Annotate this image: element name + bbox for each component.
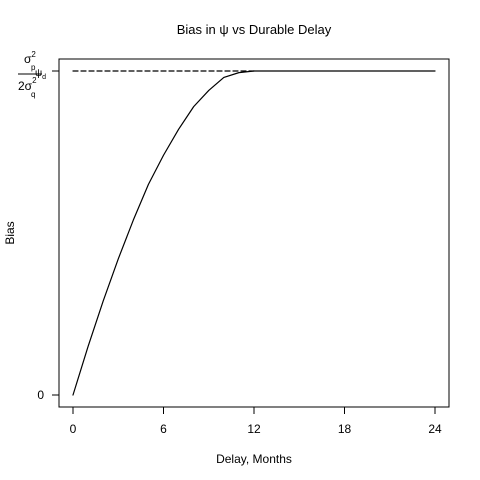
svg-text:2σ2: 2σ2 — [18, 76, 37, 93]
x-tick-label: 18 — [338, 422, 352, 436]
asymptote-tick-label: σ2 p 2σ2 q ψd — [18, 50, 46, 99]
series-layer — [72, 70, 436, 396]
asymptote-denominator-sup: 2 — [32, 76, 37, 85]
asymptote-suffix: ψd — [35, 68, 46, 81]
asymptote-numerator-sub: p — [31, 63, 36, 72]
x-axis-label: Delay, Months — [216, 452, 292, 466]
y-axis-label: Bias — [3, 221, 17, 244]
x-tick-label: 12 — [247, 422, 261, 436]
x-axis: 0 6 12 18 24 — [70, 406, 442, 436]
asymptote-numerator-sup: 2 — [31, 50, 36, 59]
chart-title: Bias in ψ vs Durable Delay — [177, 22, 332, 37]
y-tick-label-zero: 0 — [37, 388, 44, 402]
svg-text:σ2: σ2 — [24, 50, 36, 66]
bias-curve — [72, 70, 436, 396]
asymptote-numerator: σ — [24, 52, 32, 66]
x-tick-label: 24 — [428, 422, 442, 436]
x-tick-label: 6 — [160, 422, 167, 436]
asymptote-denominator-sub: q — [31, 90, 35, 99]
plot-frame — [58, 58, 450, 408]
asymptote-denominator: 2σ — [18, 79, 33, 93]
y-axis: 0 — [37, 70, 60, 402]
x-tick-label: 0 — [70, 422, 77, 436]
